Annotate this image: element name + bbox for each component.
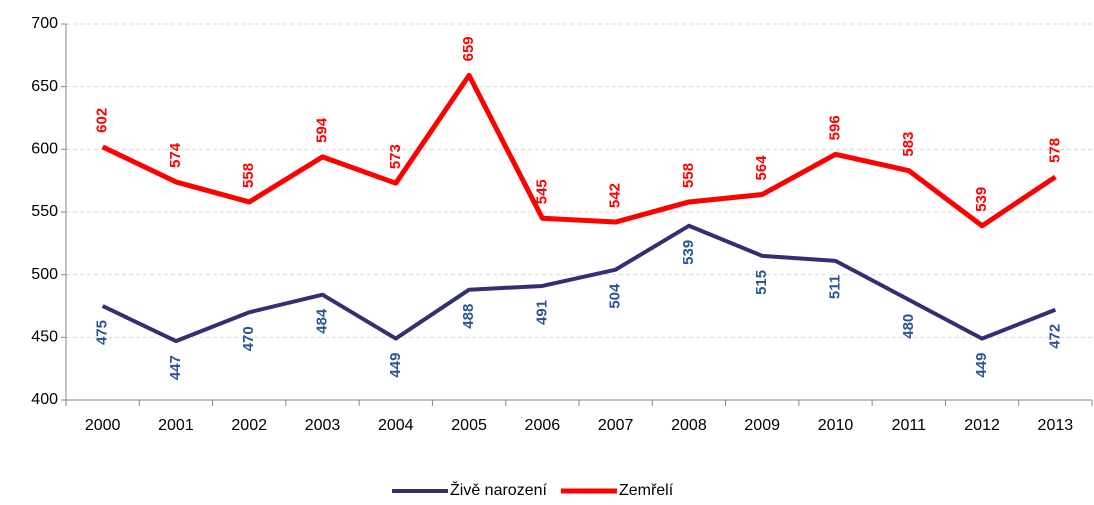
data-label: 558 xyxy=(680,163,697,188)
data-label: 583 xyxy=(900,132,917,157)
data-label: 574 xyxy=(167,142,184,168)
y-tick-label: 550 xyxy=(31,203,58,220)
data-label: 573 xyxy=(387,144,404,169)
data-label: 447 xyxy=(167,355,184,380)
x-tick-label: 2009 xyxy=(744,417,780,434)
line-series xyxy=(101,223,1057,344)
data-label: 578 xyxy=(1046,138,1063,163)
legend-label: Zemřelí xyxy=(619,482,674,499)
data-label: 564 xyxy=(753,155,770,181)
y-tick-label: 700 xyxy=(31,15,58,32)
data-label: 470 xyxy=(240,326,257,351)
y-tick-label: 600 xyxy=(31,141,58,158)
data-label: 539 xyxy=(973,187,990,212)
x-tick-label: 2010 xyxy=(818,417,854,434)
data-label: 515 xyxy=(753,270,770,295)
x-tick-label: 2007 xyxy=(598,417,634,434)
y-tick-label: 650 xyxy=(31,78,58,95)
data-label: 484 xyxy=(313,308,330,334)
data-label: 545 xyxy=(533,179,550,204)
data-label: 659 xyxy=(460,36,477,61)
x-tick-label: 2012 xyxy=(964,417,1000,434)
data-label: 504 xyxy=(607,283,624,309)
line-series xyxy=(101,72,1057,229)
x-tick-label: 2003 xyxy=(305,417,341,434)
x-tick-label: 2013 xyxy=(1038,417,1074,434)
data-label: 480 xyxy=(900,314,917,339)
data-label: 488 xyxy=(460,304,477,329)
data-label: 542 xyxy=(607,183,624,208)
data-label: 602 xyxy=(94,108,111,133)
data-label: 449 xyxy=(973,353,990,378)
data-label: 596 xyxy=(826,115,843,140)
x-tick-label: 2011 xyxy=(892,417,927,434)
data-label: 449 xyxy=(387,353,404,378)
x-tick-label: 2000 xyxy=(85,417,121,434)
data-label: 539 xyxy=(680,240,697,265)
data-label: 472 xyxy=(1046,324,1063,349)
data-label: 511 xyxy=(826,275,843,299)
y-tick-label: 450 xyxy=(31,329,58,346)
data-label: 558 xyxy=(240,163,257,188)
data-label: 475 xyxy=(94,320,111,345)
x-tick-label: 2005 xyxy=(451,417,487,434)
y-tick-label: 500 xyxy=(31,266,58,283)
legend-label: Živě narození xyxy=(450,480,547,499)
data-label: 491 xyxy=(533,300,550,325)
data-label: 594 xyxy=(313,117,330,143)
x-tick-label: 2001 xyxy=(158,417,194,434)
x-tick-label: 2008 xyxy=(671,417,707,434)
y-tick-label: 400 xyxy=(31,391,58,408)
x-tick-label: 2002 xyxy=(231,417,267,434)
x-tick-label: 2004 xyxy=(378,417,414,434)
x-tick-label: 2006 xyxy=(525,417,561,434)
